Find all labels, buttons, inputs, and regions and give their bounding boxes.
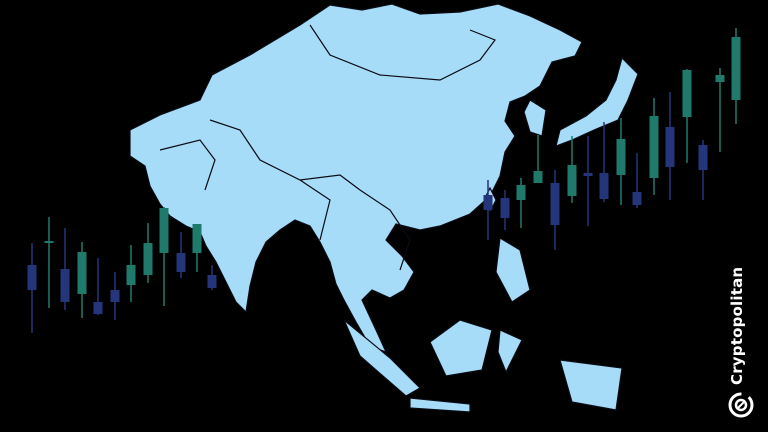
java [409,397,471,413]
candle-body [93,302,103,314]
candle-body [176,253,186,272]
borneo [429,319,493,377]
candle-body [483,195,493,210]
candle-body [77,252,87,294]
candle-body [698,145,708,170]
candle-body [715,75,725,82]
asia-landmass [129,3,639,413]
candle-body [60,269,70,302]
candle-body [207,275,217,288]
candle-body [516,185,526,200]
candle-body [682,70,692,117]
candle-body [550,183,560,225]
candle-body [110,290,120,302]
candle-body [143,243,153,275]
sulawesi [497,329,523,374]
sumatra [343,319,421,397]
candle-body [731,37,741,100]
candle-body [500,198,510,218]
candle-body [583,173,593,176]
country-borders [159,24,496,271]
candle-body [27,265,37,290]
candle-body [44,241,54,243]
new-guinea [559,359,623,411]
cryptopolitan-logo-icon [728,392,754,418]
candle-body [159,208,169,253]
candle-body [599,173,609,199]
candle-body [665,127,675,167]
candle-body [126,265,136,285]
korea [523,99,547,137]
philippines [495,237,531,303]
candle-body [649,116,659,178]
japan [555,56,639,147]
candle-body [567,165,577,196]
brand-name: Cryptopolitan [728,266,746,385]
candlestick-overlay [27,28,741,333]
candle-body [616,139,626,175]
candle-body [192,224,202,253]
candle-body [632,192,642,205]
mainland-asia [129,3,583,354]
candle-body [533,171,543,183]
